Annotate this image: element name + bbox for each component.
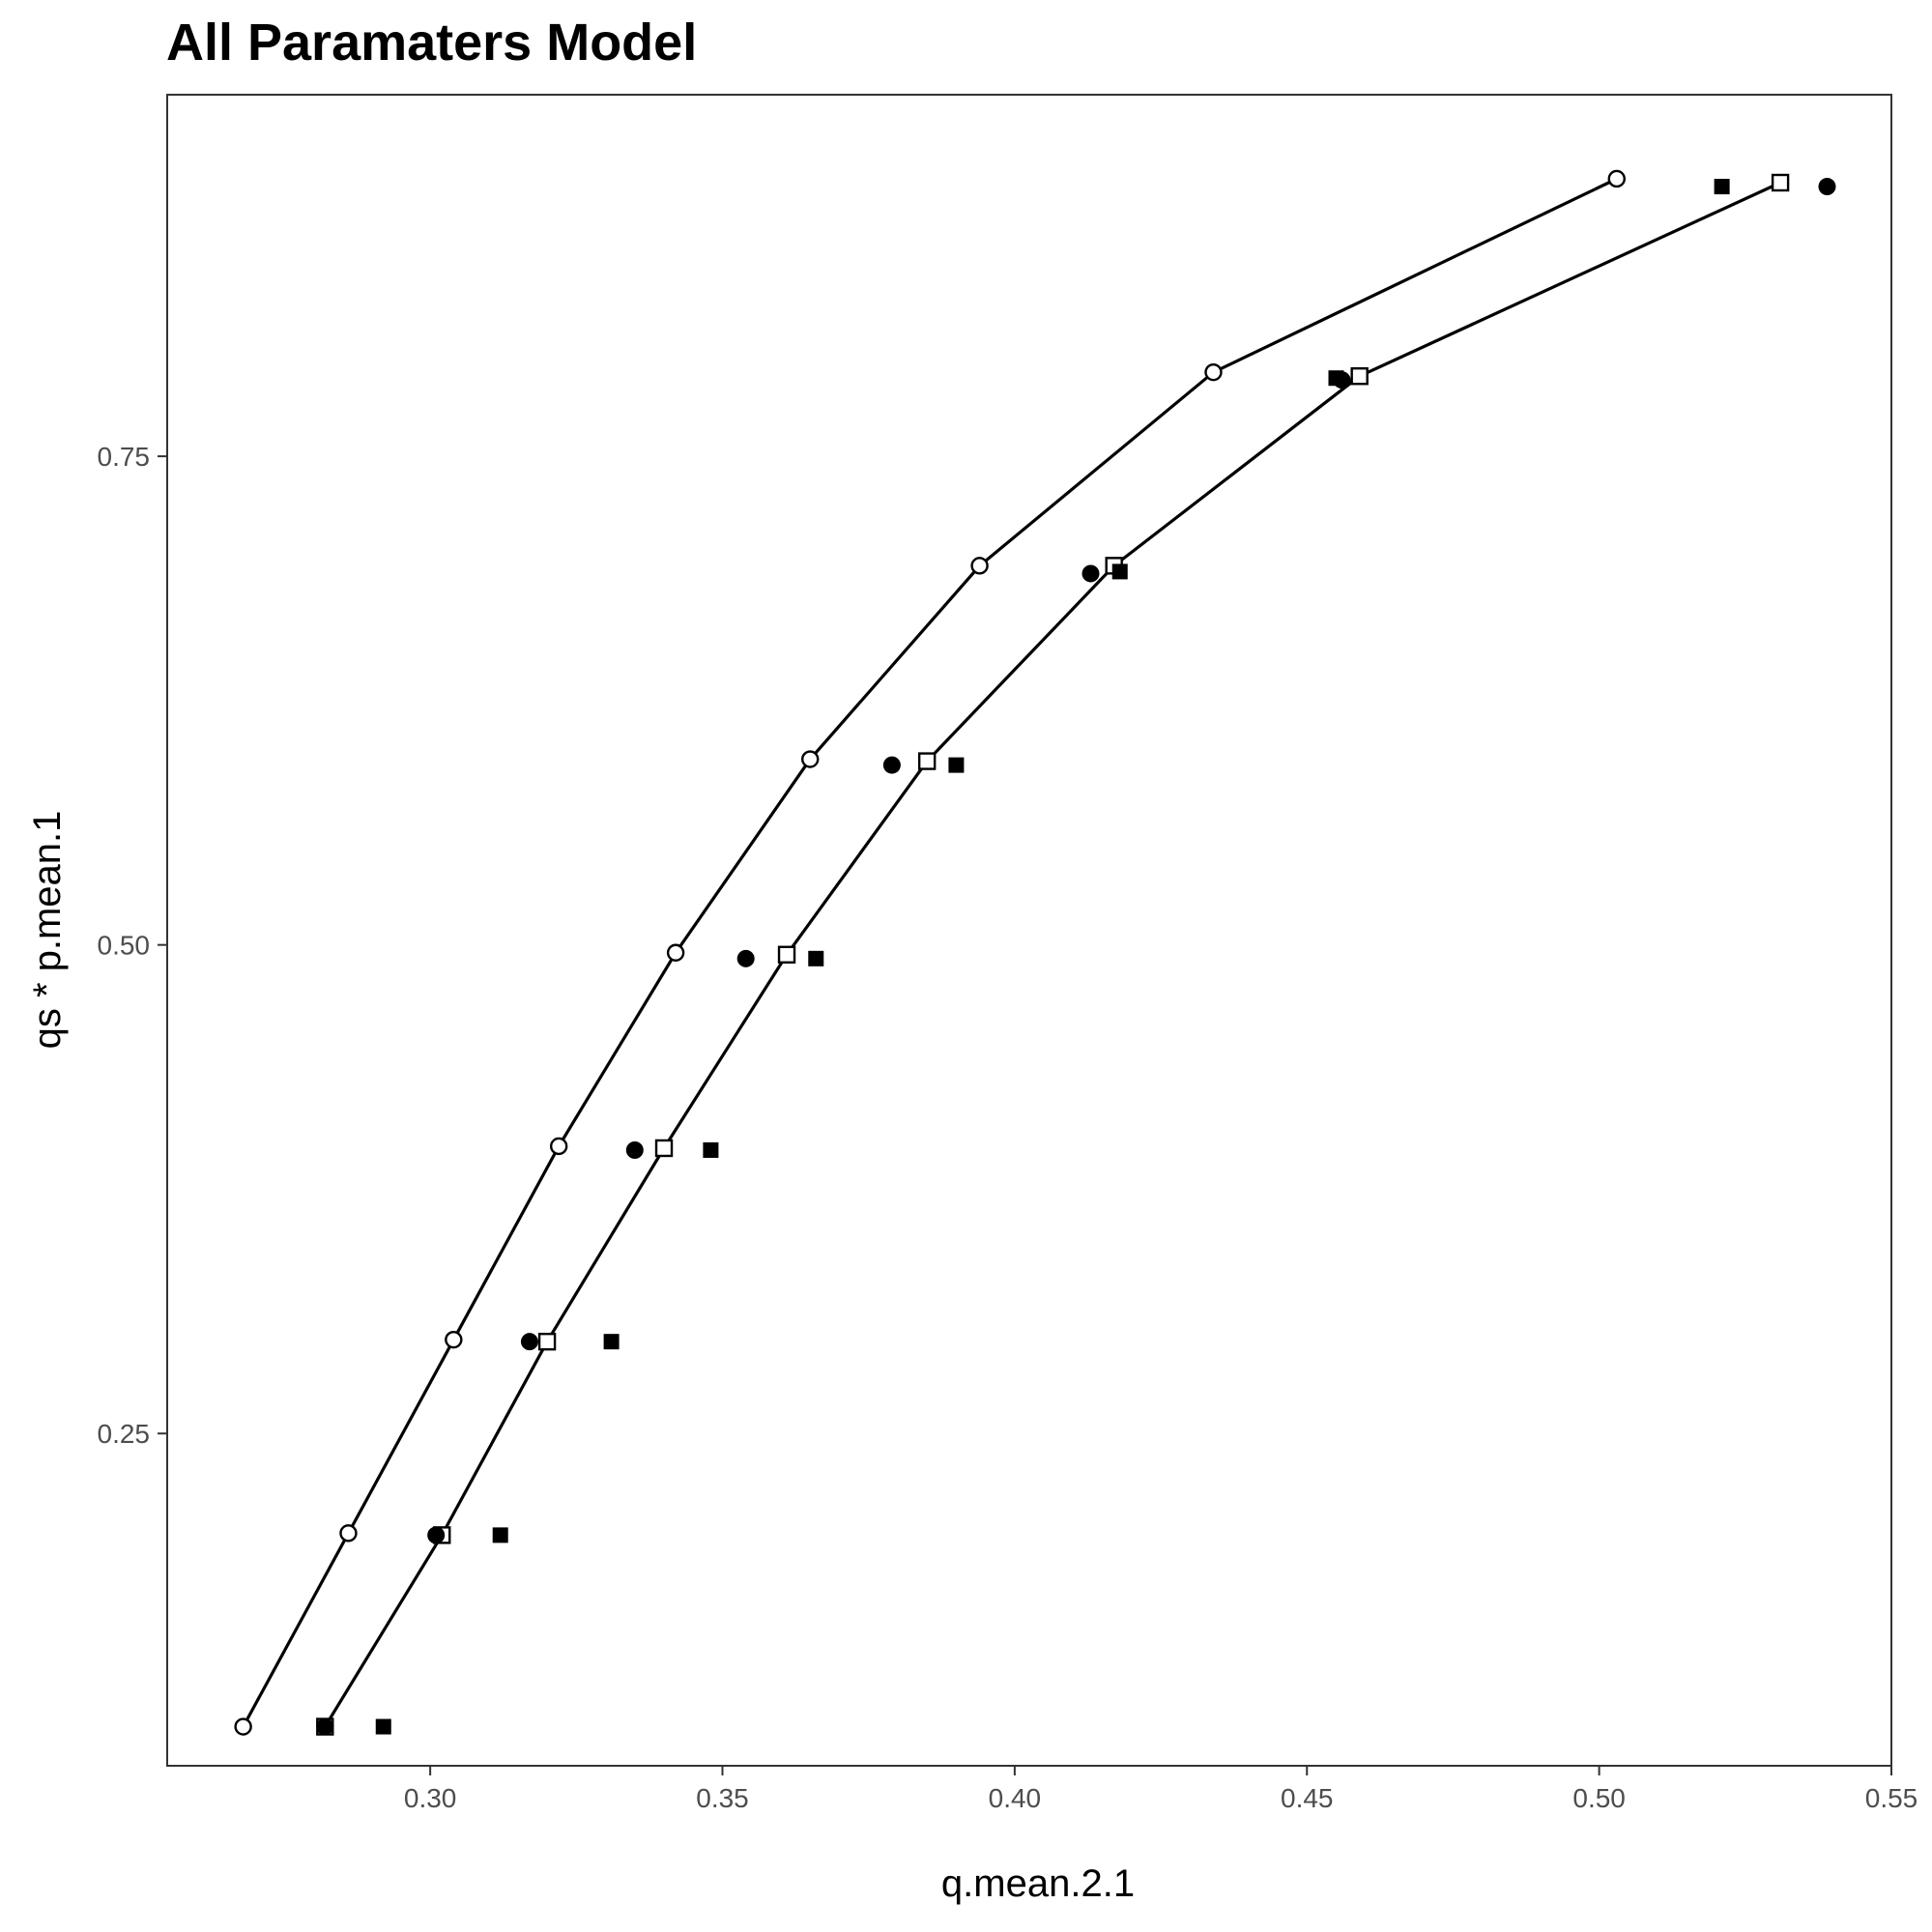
x-tick-label: 0.55 bbox=[1865, 1783, 1918, 1813]
data-point bbox=[1607, 169, 1626, 188]
data-point bbox=[654, 1139, 674, 1158]
x-axis-label: q.mean.2.1 bbox=[941, 1862, 1135, 1905]
series-lines bbox=[242, 177, 1781, 1728]
data-point bbox=[316, 1717, 334, 1736]
x-tick-label: 0.45 bbox=[1281, 1783, 1334, 1813]
data-point bbox=[520, 1333, 538, 1351]
data-point bbox=[882, 756, 901, 774]
data-point bbox=[948, 757, 965, 773]
data-point bbox=[492, 1527, 508, 1543]
series-line-1 bbox=[242, 177, 1618, 1728]
data-point bbox=[666, 943, 685, 962]
data-point bbox=[1818, 178, 1836, 196]
data-point bbox=[1771, 173, 1790, 192]
data-point bbox=[1350, 367, 1369, 386]
y-axis: 0.25 0.50 0.75 bbox=[98, 442, 167, 1449]
data-point bbox=[703, 1142, 719, 1158]
chart-title: All Paramaters Model bbox=[166, 14, 697, 72]
data-point bbox=[808, 950, 824, 966]
data-point bbox=[549, 1137, 568, 1156]
series-points bbox=[234, 169, 1836, 1736]
data-point bbox=[1081, 564, 1100, 583]
y-tick-label: 0.50 bbox=[98, 931, 151, 961]
x-axis: 0.30 0.35 0.40 0.45 0.50 0.55 bbox=[404, 1766, 1918, 1813]
data-point bbox=[603, 1334, 620, 1350]
y-tick-label: 0.75 bbox=[98, 442, 151, 472]
data-point bbox=[625, 1141, 644, 1159]
series-line-2 bbox=[323, 181, 1781, 1728]
data-point bbox=[1111, 563, 1128, 580]
data-point bbox=[801, 750, 820, 768]
data-point bbox=[375, 1718, 391, 1735]
x-tick-label: 0.35 bbox=[696, 1783, 749, 1813]
data-point bbox=[1204, 362, 1223, 382]
x-tick-label: 0.40 bbox=[989, 1783, 1042, 1813]
data-point bbox=[970, 557, 989, 575]
data-point bbox=[917, 752, 937, 770]
data-point bbox=[1714, 179, 1730, 195]
data-point bbox=[427, 1526, 446, 1544]
x-tick-label: 0.30 bbox=[404, 1783, 457, 1813]
plot-panel bbox=[166, 94, 1892, 1767]
data-point bbox=[777, 945, 796, 964]
data-point bbox=[445, 1330, 463, 1349]
data-point bbox=[1328, 370, 1344, 387]
data-point bbox=[537, 1332, 557, 1351]
y-axis-label: qs * p.mean.1 bbox=[26, 811, 69, 1050]
data-point bbox=[736, 949, 755, 967]
x-tick-label: 0.50 bbox=[1572, 1783, 1626, 1813]
y-tick-label: 0.25 bbox=[98, 1419, 151, 1449]
data-point bbox=[339, 1524, 358, 1543]
data-point bbox=[234, 1717, 252, 1736]
